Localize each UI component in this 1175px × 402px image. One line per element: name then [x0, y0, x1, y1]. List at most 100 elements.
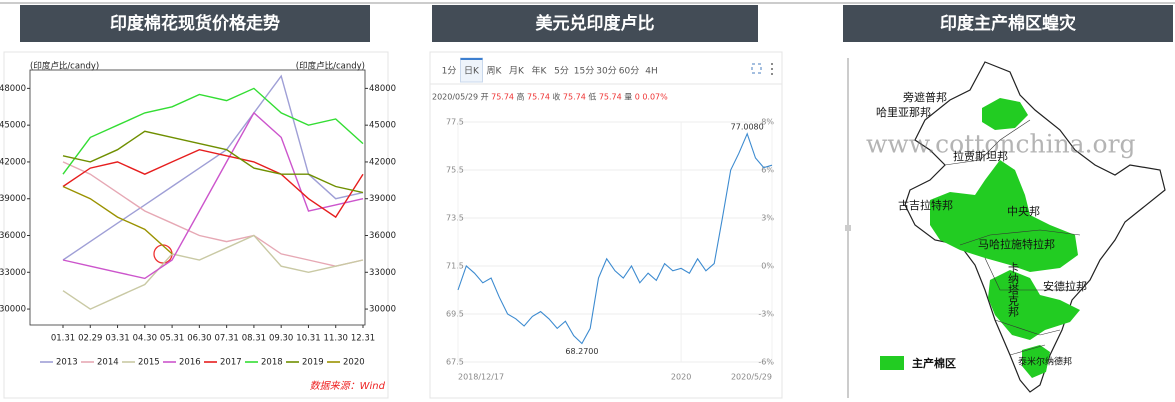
- cotton-region: [930, 160, 1078, 272]
- legend-label: 主产棉区: [912, 356, 956, 370]
- y-tick-label: 75.5: [446, 166, 464, 175]
- y-tick-label: 42000: [0, 157, 26, 167]
- legend-label: 2013: [56, 358, 78, 368]
- tab[interactable]: 60分: [619, 66, 639, 77]
- x-tick-label: 11.30: [324, 334, 348, 344]
- header-box: [843, 5, 1173, 42]
- y2-tick-label: 42000: [369, 157, 396, 167]
- y-tick-label: 71.5: [446, 262, 464, 271]
- panel-frame: [429, 51, 783, 399]
- y-tick-label: 45000: [0, 121, 26, 131]
- x-tick-label: 04.30: [133, 334, 157, 344]
- map-label: 旁遮普邦: [903, 90, 947, 104]
- series-line: [62, 74, 364, 261]
- legend-swatch: [880, 356, 904, 370]
- y2-tick-label: 8%: [761, 118, 774, 127]
- info-text: 开: [481, 93, 489, 102]
- tab[interactable]: 4H: [645, 67, 658, 77]
- series-line: [62, 161, 364, 267]
- y2-axis-label: (印度卢比/candy): [296, 61, 365, 72]
- x-tick-label: 01.31: [51, 334, 75, 344]
- series-line: [457, 132, 773, 345]
- info-text: 0.07%: [642, 93, 668, 102]
- y-tick-label: 48000: [0, 84, 26, 94]
- map-label: 安德拉邦: [1043, 279, 1087, 293]
- map-label: 古吉拉特邦: [898, 198, 953, 212]
- tab[interactable]: 年K: [532, 65, 548, 77]
- plot-frame: [29, 69, 366, 326]
- legend-label: 2019: [302, 358, 324, 368]
- series-line: [62, 148, 364, 219]
- info-text: 0: [635, 93, 640, 102]
- x-tick-label: 10.31: [296, 334, 320, 344]
- y2-tick-label: -3%: [758, 310, 774, 319]
- info-text: 75.74: [491, 93, 514, 102]
- header-title: 美元兑印度卢比: [536, 13, 655, 34]
- handle: [845, 225, 851, 231]
- info-text: 量: [624, 93, 632, 102]
- series-line: [62, 234, 364, 310]
- y2-tick-label: -6%: [758, 358, 774, 367]
- legend-label: 2017: [220, 358, 242, 368]
- source-note: 数据来源：Wind: [310, 380, 386, 392]
- x-tick-label: 2020/5/29: [731, 373, 772, 382]
- value-label: 68.2700: [565, 347, 598, 356]
- fullscreen-icon[interactable]: [751, 63, 762, 74]
- menu-icon[interactable]: [771, 73, 773, 75]
- tab[interactable]: 月K: [509, 66, 525, 77]
- series-line: [62, 185, 173, 255]
- y2-tick-label: 33000: [369, 268, 396, 278]
- map-label: 中央邦: [1007, 205, 1040, 218]
- tab[interactable]: 15分: [574, 66, 594, 77]
- header-box: [432, 5, 758, 42]
- tab[interactable]: 1分: [442, 66, 457, 77]
- y2-tick-label: 45000: [369, 121, 396, 131]
- x-tick-label: 06.30: [187, 334, 211, 344]
- cotton-region: [988, 270, 1080, 340]
- header-title: 印度棉花现货价格走势: [110, 13, 280, 34]
- cotton-region: [982, 98, 1028, 130]
- legend-label: 2016: [179, 358, 201, 368]
- legend-label: 2018: [261, 358, 283, 368]
- x-tick-label: 2018/12/17: [458, 373, 504, 382]
- map-label: 卡纳塔克邦: [1007, 262, 1020, 317]
- y-tick-label: 36000: [0, 231, 26, 241]
- x-tick-label: 05.31: [160, 334, 184, 344]
- value-label: 77.0080: [731, 122, 764, 131]
- series-line: [62, 87, 364, 175]
- tab[interactable]: 30分: [596, 66, 616, 77]
- tab[interactable]: 周K: [487, 66, 503, 77]
- menu-icon[interactable]: [771, 63, 773, 65]
- x-tick-label: 07.31: [214, 334, 238, 344]
- y-tick-label: 69.5: [446, 310, 464, 319]
- cotton-region: [1022, 345, 1050, 378]
- watermark: www.cottonchina.org: [866, 130, 1136, 159]
- y2-tick-label: 30000: [369, 305, 396, 315]
- header-box: [20, 5, 370, 42]
- map-label: 马哈拉施特拉邦: [978, 237, 1055, 251]
- x-tick-label: 09.30: [269, 334, 293, 344]
- info-text: 75.74: [599, 93, 622, 102]
- y-tick-label: 77.5: [446, 118, 464, 127]
- legend-label: 2020: [343, 358, 365, 368]
- tab[interactable]: 5分: [554, 66, 569, 77]
- menu-icon[interactable]: [771, 68, 773, 70]
- y-tick-label: 39000: [0, 194, 26, 204]
- x-tick-label: 02.29: [78, 334, 102, 344]
- y2-tick-label: 36000: [369, 231, 396, 241]
- panel-frame: [3, 51, 389, 399]
- y2-tick-label: 48000: [369, 84, 396, 94]
- y2-tick-label: 39000: [369, 194, 396, 204]
- y-tick-label: 67.5: [446, 358, 464, 367]
- legend-label: 2014: [97, 358, 119, 368]
- y2-tick-label: 3%: [761, 214, 774, 223]
- info-text: 收: [552, 92, 560, 102]
- header-title: 印度主产棉区蝗灾: [940, 13, 1077, 34]
- series-line: [62, 130, 364, 194]
- map-label: 拉贾斯坦邦: [953, 149, 1008, 163]
- tab[interactable]: 日K: [464, 66, 480, 77]
- x-tick-label: 03.31: [105, 334, 129, 344]
- border-path: [944, 119, 1081, 356]
- x-tick-label: 08.31: [242, 334, 266, 344]
